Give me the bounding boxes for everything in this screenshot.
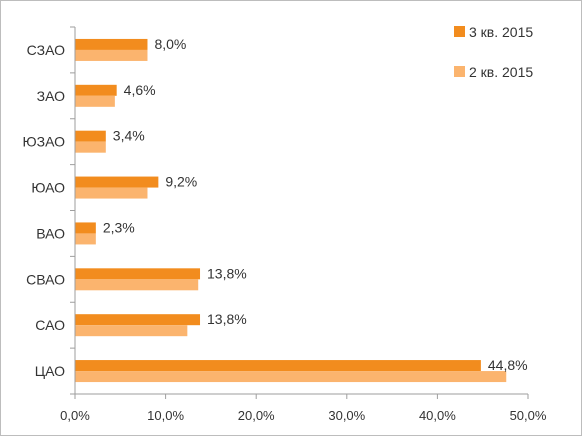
bar-1-series-1 — [75, 38, 148, 50]
legend-swatch-2 — [454, 66, 465, 77]
bar-7-series-1 — [75, 314, 201, 326]
bar-6-series-2 — [75, 279, 199, 291]
category-label: СВАО — [26, 271, 65, 287]
x-tick-label: 30,0% — [328, 408, 365, 423]
data-label: 13,8% — [207, 265, 247, 281]
category-label: ЗАО — [37, 88, 65, 104]
bar-2-series-2 — [75, 95, 115, 107]
x-tick-label: 20,0% — [238, 408, 275, 423]
axes-group — [70, 26, 529, 399]
x-tick-label: 50,0% — [510, 408, 547, 423]
bar-4-series-2 — [75, 187, 148, 199]
category-label: СЗАО — [27, 42, 65, 58]
category-label: ЦАО — [35, 363, 65, 379]
labels-group: СЗАО 8,0% ЗАО 4,6% ЮЗАО 3,4% ЮАО 9,2% ВАО 2,3% СВА… — [22, 36, 546, 423]
legend-swatch-1 — [454, 26, 465, 37]
data-label: 13,8% — [207, 311, 247, 327]
bar-3-series-2 — [75, 141, 106, 153]
bar-4-series-1 — [75, 176, 159, 188]
category-label: ЮЗАО — [22, 134, 65, 150]
bar-5-series-1 — [75, 222, 96, 234]
bar-1-series-2 — [75, 49, 148, 61]
x-tick-label: 10,0% — [147, 408, 184, 423]
bar-6-series-1 — [75, 268, 201, 280]
x-tick-label: 0,0% — [60, 408, 90, 423]
bar-3-series-1 — [75, 130, 106, 142]
category-label: ВАО — [36, 225, 65, 241]
bar-7-series-2 — [75, 325, 188, 337]
data-label: 3,4% — [113, 128, 145, 144]
data-label: 9,2% — [165, 174, 197, 190]
legend-label-2: 2 кв. 2015 — [469, 64, 533, 80]
category-label: САО — [35, 317, 65, 333]
bar-8-series-2 — [75, 371, 507, 383]
bar-5-series-2 — [75, 233, 96, 245]
legend: 3 кв. 2015 2 кв. 2015 — [454, 24, 533, 80]
category-label: ЮАО — [31, 180, 65, 196]
legend-label-1: 3 кв. 2015 — [469, 24, 533, 40]
data-label: 8,0% — [154, 36, 186, 52]
bars-group — [75, 38, 507, 383]
data-label: 2,3% — [103, 219, 135, 235]
bar-8-series-1 — [75, 360, 481, 372]
data-label: 4,6% — [124, 82, 156, 98]
bar-2-series-1 — [75, 84, 117, 96]
x-tick-label: 40,0% — [419, 408, 456, 423]
data-label: 44,8% — [488, 357, 528, 373]
